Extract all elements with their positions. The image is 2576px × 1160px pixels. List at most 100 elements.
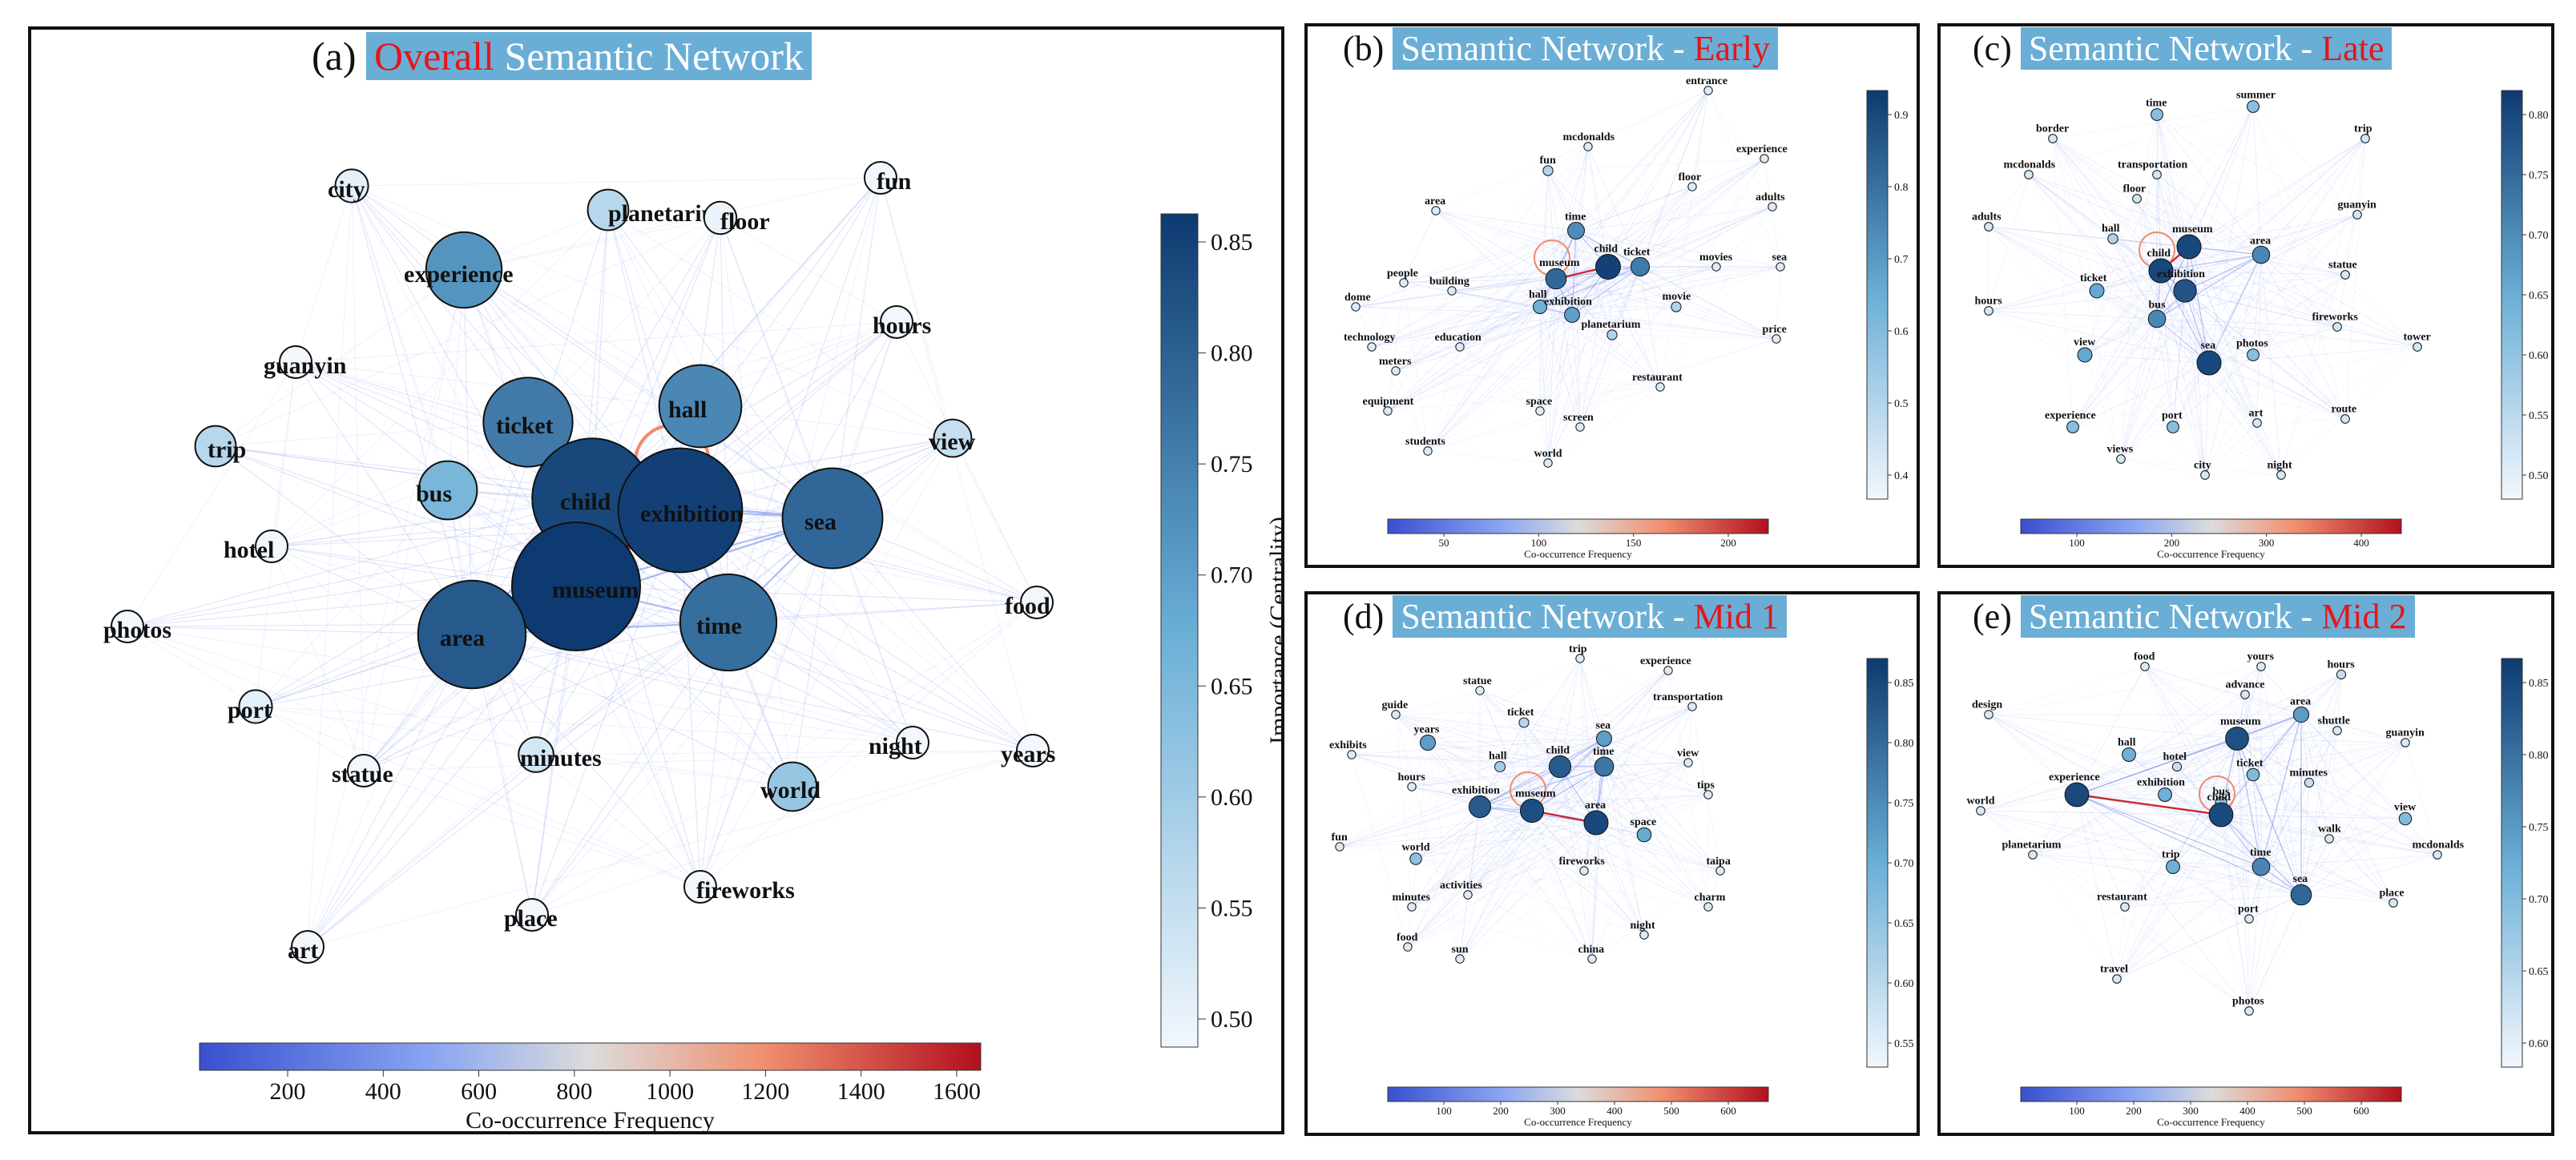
- edge: [1531, 810, 1709, 908]
- edge: [2156, 174, 2262, 256]
- node-label-hotel: hotel: [224, 537, 274, 563]
- edge: [2112, 238, 2190, 248]
- edge: [2164, 714, 2302, 795]
- edge: [2328, 838, 2438, 856]
- node-label-hall: hall: [1529, 289, 1547, 301]
- edge: [880, 177, 1034, 751]
- edge: [1387, 282, 1405, 412]
- edge: [1459, 146, 1589, 348]
- edge: [2260, 254, 2338, 328]
- edge: [1479, 690, 1561, 767]
- edge: [2156, 114, 2254, 356]
- edge: [2164, 794, 2302, 896]
- node-label-summer: summer: [2236, 90, 2276, 102]
- node-transportation: [1687, 702, 1697, 711]
- edge: [2052, 138, 2262, 256]
- edge: [1459, 722, 1525, 960]
- edge: [1988, 226, 2158, 320]
- edge: [2236, 738, 2330, 840]
- edge: [2248, 838, 2330, 920]
- edge: [1575, 230, 1661, 388]
- edge: [1407, 766, 1605, 948]
- edge: [2124, 906, 2250, 1012]
- edge: [463, 269, 473, 635]
- edge: [1571, 266, 1641, 316]
- node-label-child: child: [1594, 244, 1619, 256]
- edge: [1479, 690, 1605, 767]
- edge: [2156, 114, 2358, 215]
- edge: [2120, 362, 2210, 460]
- edge: [1591, 766, 1605, 960]
- edgebar-tick-label: 1400: [837, 1078, 885, 1105]
- edge: [1467, 706, 1693, 896]
- edge: [1988, 226, 2346, 420]
- edge: [215, 445, 593, 499]
- node-building: [1447, 286, 1457, 296]
- edge: [2072, 270, 2162, 428]
- edge: [2052, 138, 2162, 272]
- edge: [1571, 306, 1677, 316]
- node-label-museum: museum: [1539, 257, 1580, 269]
- edge: [1467, 766, 1501, 896]
- node-label-minutes: minutes: [520, 745, 602, 771]
- edge: [2220, 782, 2310, 816]
- edge: [1547, 230, 1577, 464]
- node-area: [2292, 706, 2310, 723]
- node-label-building: building: [1429, 276, 1469, 288]
- edgebar-tick-label: 800: [556, 1078, 592, 1105]
- node-sun: [1455, 954, 1465, 964]
- edge: [351, 185, 953, 439]
- edge: [2120, 270, 2162, 460]
- colorbar-tick-label: 0.70: [2529, 894, 2549, 906]
- edge: [1595, 822, 1709, 908]
- edge: [463, 269, 701, 407]
- edge: [1403, 282, 1429, 452]
- edge: [271, 421, 529, 547]
- edge: [2120, 254, 2262, 460]
- edge: [2116, 802, 2222, 980]
- edge: [2120, 138, 2366, 460]
- edge: [1980, 810, 2222, 816]
- edge: [1531, 810, 1721, 872]
- edge: [1407, 706, 1693, 948]
- edge: [1459, 894, 1469, 960]
- edgebar-tick-label: 1000: [646, 1078, 694, 1105]
- edge: [1427, 738, 1605, 743]
- panel-label: (a): [312, 34, 357, 79]
- node-label-time: time: [1593, 746, 1614, 758]
- node-label-fireworks: fireworks: [1559, 856, 1606, 868]
- title-red: Overall: [374, 34, 494, 79]
- node-label-area: area: [1585, 800, 1606, 812]
- node-label-guanyin: guanyin: [2386, 727, 2425, 739]
- edge: [1571, 90, 1709, 316]
- edge: [2052, 138, 2174, 428]
- edge: [1531, 810, 1593, 960]
- edge: [1339, 810, 1533, 848]
- edge: [307, 622, 729, 948]
- edge: [1555, 186, 1693, 280]
- edge: [2208, 138, 2366, 364]
- edgebar-tick-label: 400: [2239, 1105, 2256, 1117]
- node-label-night: night: [869, 733, 922, 759]
- network-graph-early: entrance mcdonalds fun experience floor adult…: [1344, 75, 1909, 560]
- title-white: Semantic Network: [494, 34, 804, 79]
- edge: [1355, 266, 1609, 308]
- edge: [2156, 174, 2186, 292]
- edge: [2116, 814, 2222, 980]
- edge: [1539, 170, 1549, 308]
- edge: [2204, 274, 2346, 476]
- edge: [1339, 722, 1525, 848]
- edge: [1707, 90, 1773, 207]
- node-hall: [2107, 233, 2118, 244]
- edge: [1547, 314, 1573, 464]
- edge: [2144, 666, 2250, 1012]
- edge: [1539, 266, 1609, 308]
- edge: [2076, 794, 2406, 820]
- edge: [2120, 458, 2206, 476]
- node-hours: [1407, 782, 1417, 791]
- edge: [1395, 714, 1593, 960]
- edge: [1988, 226, 2098, 292]
- edge: [2188, 246, 2418, 348]
- node-label-dome: dome: [1344, 292, 1371, 304]
- edge: [2260, 254, 2282, 476]
